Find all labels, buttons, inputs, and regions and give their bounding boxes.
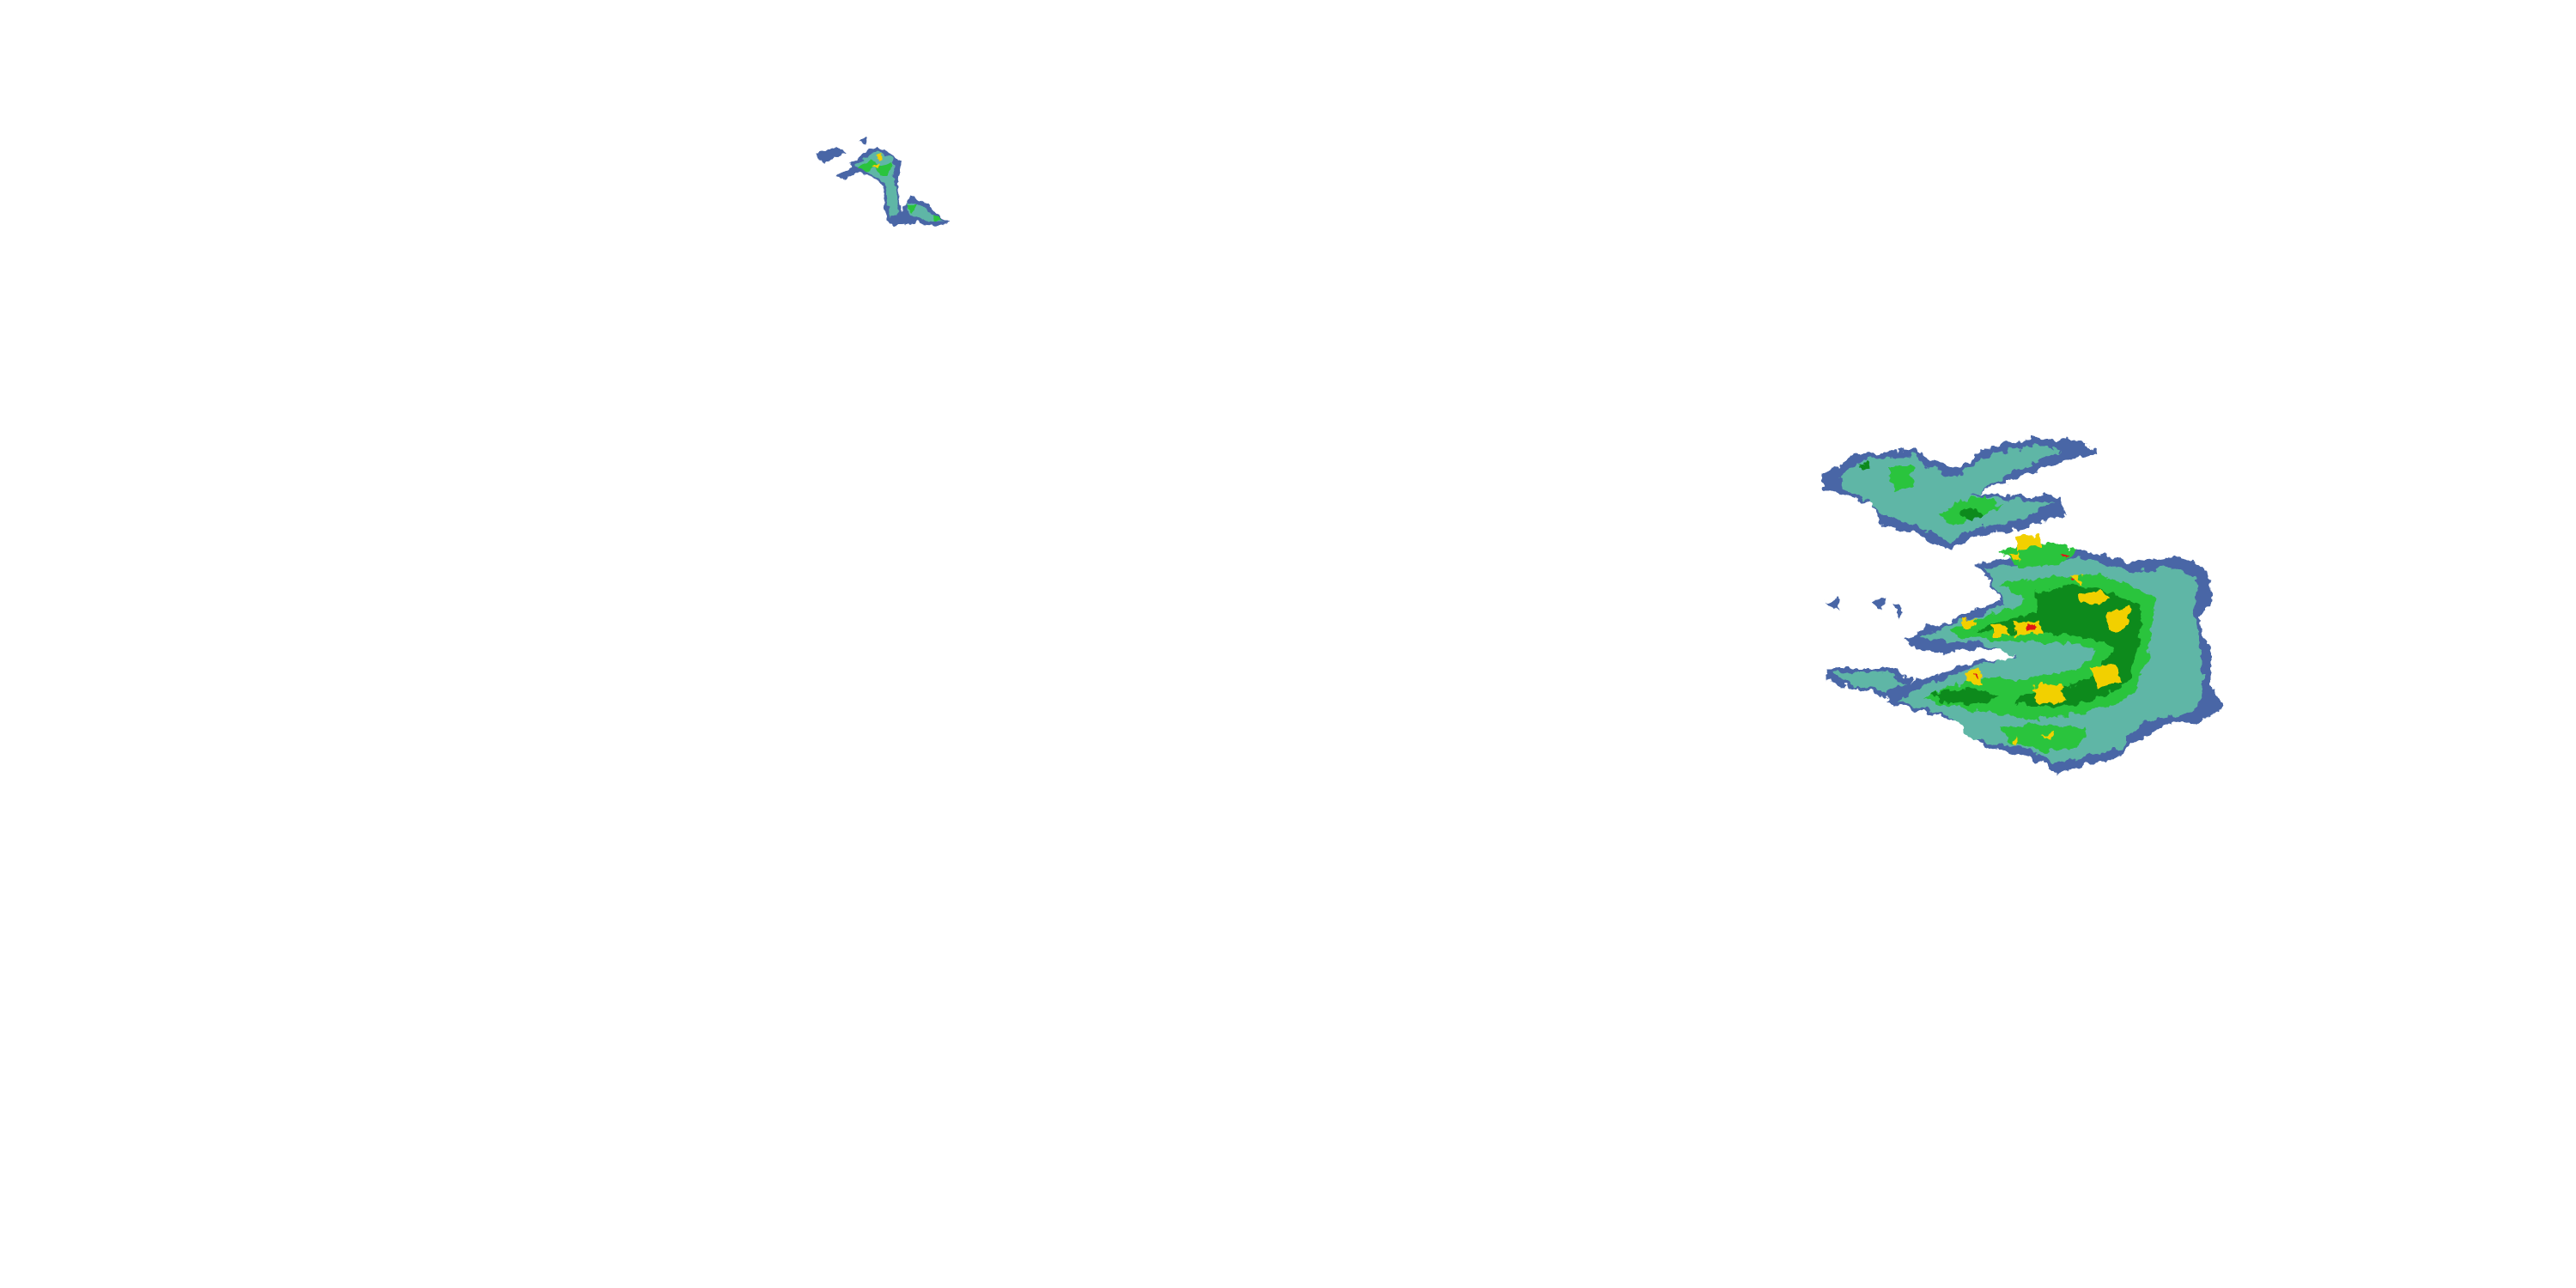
- echo-cell: [2011, 737, 2018, 747]
- echo-cell: [1889, 468, 1915, 491]
- echo-cell: [2078, 591, 2112, 605]
- echo-cell: [2001, 723, 2087, 751]
- reflectivity-very-heavy: [872, 155, 883, 170]
- reflectivity-moderate: [859, 159, 943, 222]
- echo-cell: [2070, 577, 2076, 581]
- reflectivity-very-heavy: [1962, 534, 2131, 747]
- echo-cell: [1958, 507, 1984, 522]
- echo-cell: [1870, 599, 1885, 611]
- echo-cell: [1974, 674, 1978, 677]
- radar-echo-northwest: [816, 137, 949, 228]
- echo-cell: [859, 137, 867, 144]
- echo-cell: [2031, 683, 2065, 704]
- echo-cell: [1962, 618, 1975, 629]
- echo-cell: [2039, 732, 2054, 740]
- echo-cell: [1859, 460, 1870, 471]
- echo-cell: [1825, 599, 1842, 610]
- echo-cell: [859, 159, 878, 172]
- echo-cell: [932, 215, 943, 222]
- echo-cell: [1833, 671, 1906, 691]
- echo-cell: [1893, 605, 1905, 620]
- echo-cell: [872, 163, 880, 170]
- echo-cell: [906, 204, 917, 213]
- echo-cell: [2108, 608, 2131, 634]
- echo-cell: [2071, 574, 2082, 584]
- echo-cell: [2026, 623, 2035, 630]
- echo-cell: [1966, 670, 1982, 683]
- echo-cell: [854, 151, 900, 219]
- echo-cell: [1932, 689, 2001, 704]
- reflectivity-extreme: [1974, 552, 2076, 677]
- echo-cell: [2014, 534, 2042, 550]
- radar-echo-east: [1820, 438, 2222, 773]
- echo-cell: [876, 155, 883, 160]
- echo-cell: [2091, 663, 2121, 687]
- echo-cell: [1990, 625, 2009, 635]
- echo-cell: [816, 146, 846, 163]
- echo-cell: [2061, 552, 2069, 558]
- echo-cell: [2008, 552, 2020, 562]
